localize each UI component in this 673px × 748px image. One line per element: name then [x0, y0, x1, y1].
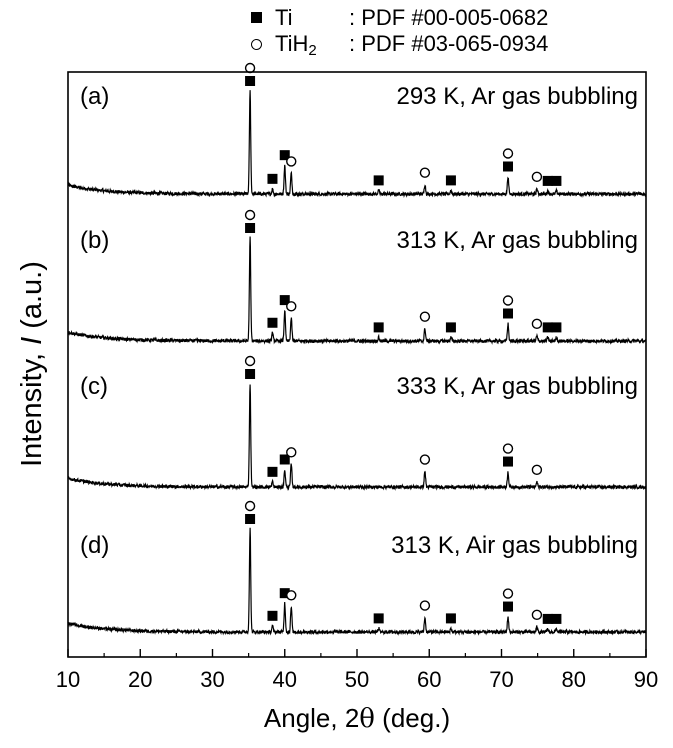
x-tick-label: 30: [200, 667, 224, 692]
x-axis-label: Angle, 2θ (deg.): [264, 703, 450, 734]
series-label: (c): [80, 373, 108, 400]
x-tick-label: 70: [489, 667, 513, 692]
plot-area: (a) 293 K, Ar gas bubbling (b) 313 K, Ar ga…: [67, 62, 647, 636]
series-label: (d): [80, 532, 109, 559]
ti-peak-marker: [245, 514, 256, 524]
ti-peak-marker: [503, 601, 514, 612]
ti-peak-marker: [551, 322, 562, 333]
tih2-peak-marker: [502, 443, 514, 454]
tih2-peak-marker: [419, 454, 431, 465]
xrd-series: (d) 313 K, Air gas bubbling: [67, 500, 647, 636]
tih2-peak-marker: [531, 464, 543, 476]
tih2-peak-marker: [244, 62, 256, 74]
y-axis-label: Intensity, I (a.u.): [16, 261, 48, 467]
legend-phase-tih2-subscript: 2: [308, 42, 317, 59]
series-label: (a): [80, 83, 109, 110]
ti-peak-marker: [551, 613, 562, 624]
ti-peak-marker: [503, 308, 514, 319]
ti-peak-marker: [245, 369, 256, 379]
tih2-peak-marker: [286, 156, 297, 167]
ti-peak-marker: [267, 317, 278, 328]
tih2-peak-marker: [419, 311, 431, 322]
series-label: (b): [80, 227, 109, 254]
legend-entry-tih2: TiH2 : PDF #03-065-0934: [251, 31, 549, 59]
tih2-peak-marker: [244, 355, 256, 367]
ti-peak-marker: [245, 76, 256, 86]
ti-peak-marker: [373, 322, 384, 333]
ti-peak-marker: [267, 610, 278, 621]
ti-peak-marker: [245, 223, 256, 233]
x-tick-label: 50: [345, 667, 369, 692]
tih2-peak-marker: [286, 301, 297, 312]
x-tick-label: 80: [562, 667, 586, 692]
x-tick-label: 10: [56, 667, 80, 692]
x-tick-label: 40: [273, 667, 297, 692]
xrd-pattern-line: [67, 527, 647, 636]
ti-peak-marker: [503, 456, 514, 467]
ti-peak-marker: [542, 322, 553, 333]
ti-peak-marker: [279, 150, 290, 161]
tih2-peak-marker: [419, 167, 431, 178]
x-tick-label: 60: [417, 667, 441, 692]
ti-peak-marker: [551, 175, 562, 186]
ti-peak-marker: [445, 322, 456, 333]
tih2-peak-marker: [531, 171, 543, 183]
plot-frame: [67, 71, 647, 658]
xrd-pattern-line: [67, 90, 647, 198]
tih2-peak-marker: [244, 500, 256, 512]
tih2-peak-marker: [531, 609, 543, 621]
x-tick-label: 90: [634, 667, 658, 692]
xrd-pattern-line: [67, 236, 647, 345]
ti-peak-marker: [373, 613, 384, 624]
series-condition: 313 K, Air gas bubbling: [391, 532, 638, 559]
tih2-peak-marker: [286, 590, 297, 601]
legend-entry-ti: Ti : PDF #00-005-0682: [251, 6, 548, 30]
legend-ref-tih2: : PDF #03-065-0934: [349, 31, 549, 56]
xrd-pattern-line: [67, 384, 647, 491]
filled-square-icon: [251, 12, 262, 23]
xrd-series: (b) 313 K, Ar gas bubbling: [67, 209, 647, 345]
ti-peak-marker: [267, 466, 278, 477]
ti-peak-marker: [445, 175, 456, 186]
ti-peak-marker: [542, 175, 553, 186]
ti-peak-marker: [503, 161, 514, 172]
xrd-series: (c) 333 K, Ar gas bubbling: [67, 355, 647, 491]
legend: Ti : PDF #00-005-0682 TiH2 : PDF #03-065-0…: [251, 6, 549, 59]
tih2-peak-marker: [502, 588, 514, 599]
x-axis: 10 20 30 40 50 60 70 80 90: [56, 649, 658, 692]
tih2-peak-marker: [286, 447, 297, 458]
tih2-peak-marker: [502, 148, 514, 159]
tih2-peak-marker: [244, 209, 256, 221]
ti-peak-marker: [279, 588, 290, 599]
series-condition: 293 K, Ar gas bubbling: [396, 83, 638, 110]
ti-peak-marker: [267, 173, 278, 184]
ti-peak-marker: [279, 454, 290, 465]
series-condition: 333 K, Ar gas bubbling: [396, 373, 638, 400]
ti-peak-marker: [373, 175, 384, 186]
legend-phase-ti: Ti: [275, 5, 293, 30]
ti-peak-marker: [279, 295, 290, 306]
x-tick-label: 20: [128, 667, 152, 692]
tih2-peak-marker: [419, 600, 431, 611]
open-circle-icon: [251, 39, 262, 50]
xrd-series: (a) 293 K, Ar gas bubbling: [67, 62, 647, 198]
tih2-peak-marker: [531, 318, 543, 330]
series-condition: 313 K, Ar gas bubbling: [396, 227, 638, 254]
ti-peak-marker: [445, 613, 456, 624]
legend-phase-tih2: TiH: [275, 31, 309, 56]
tih2-peak-marker: [502, 295, 514, 306]
ti-peak-marker: [542, 613, 553, 624]
legend-ref-ti: : PDF #00-005-0682: [349, 5, 549, 30]
